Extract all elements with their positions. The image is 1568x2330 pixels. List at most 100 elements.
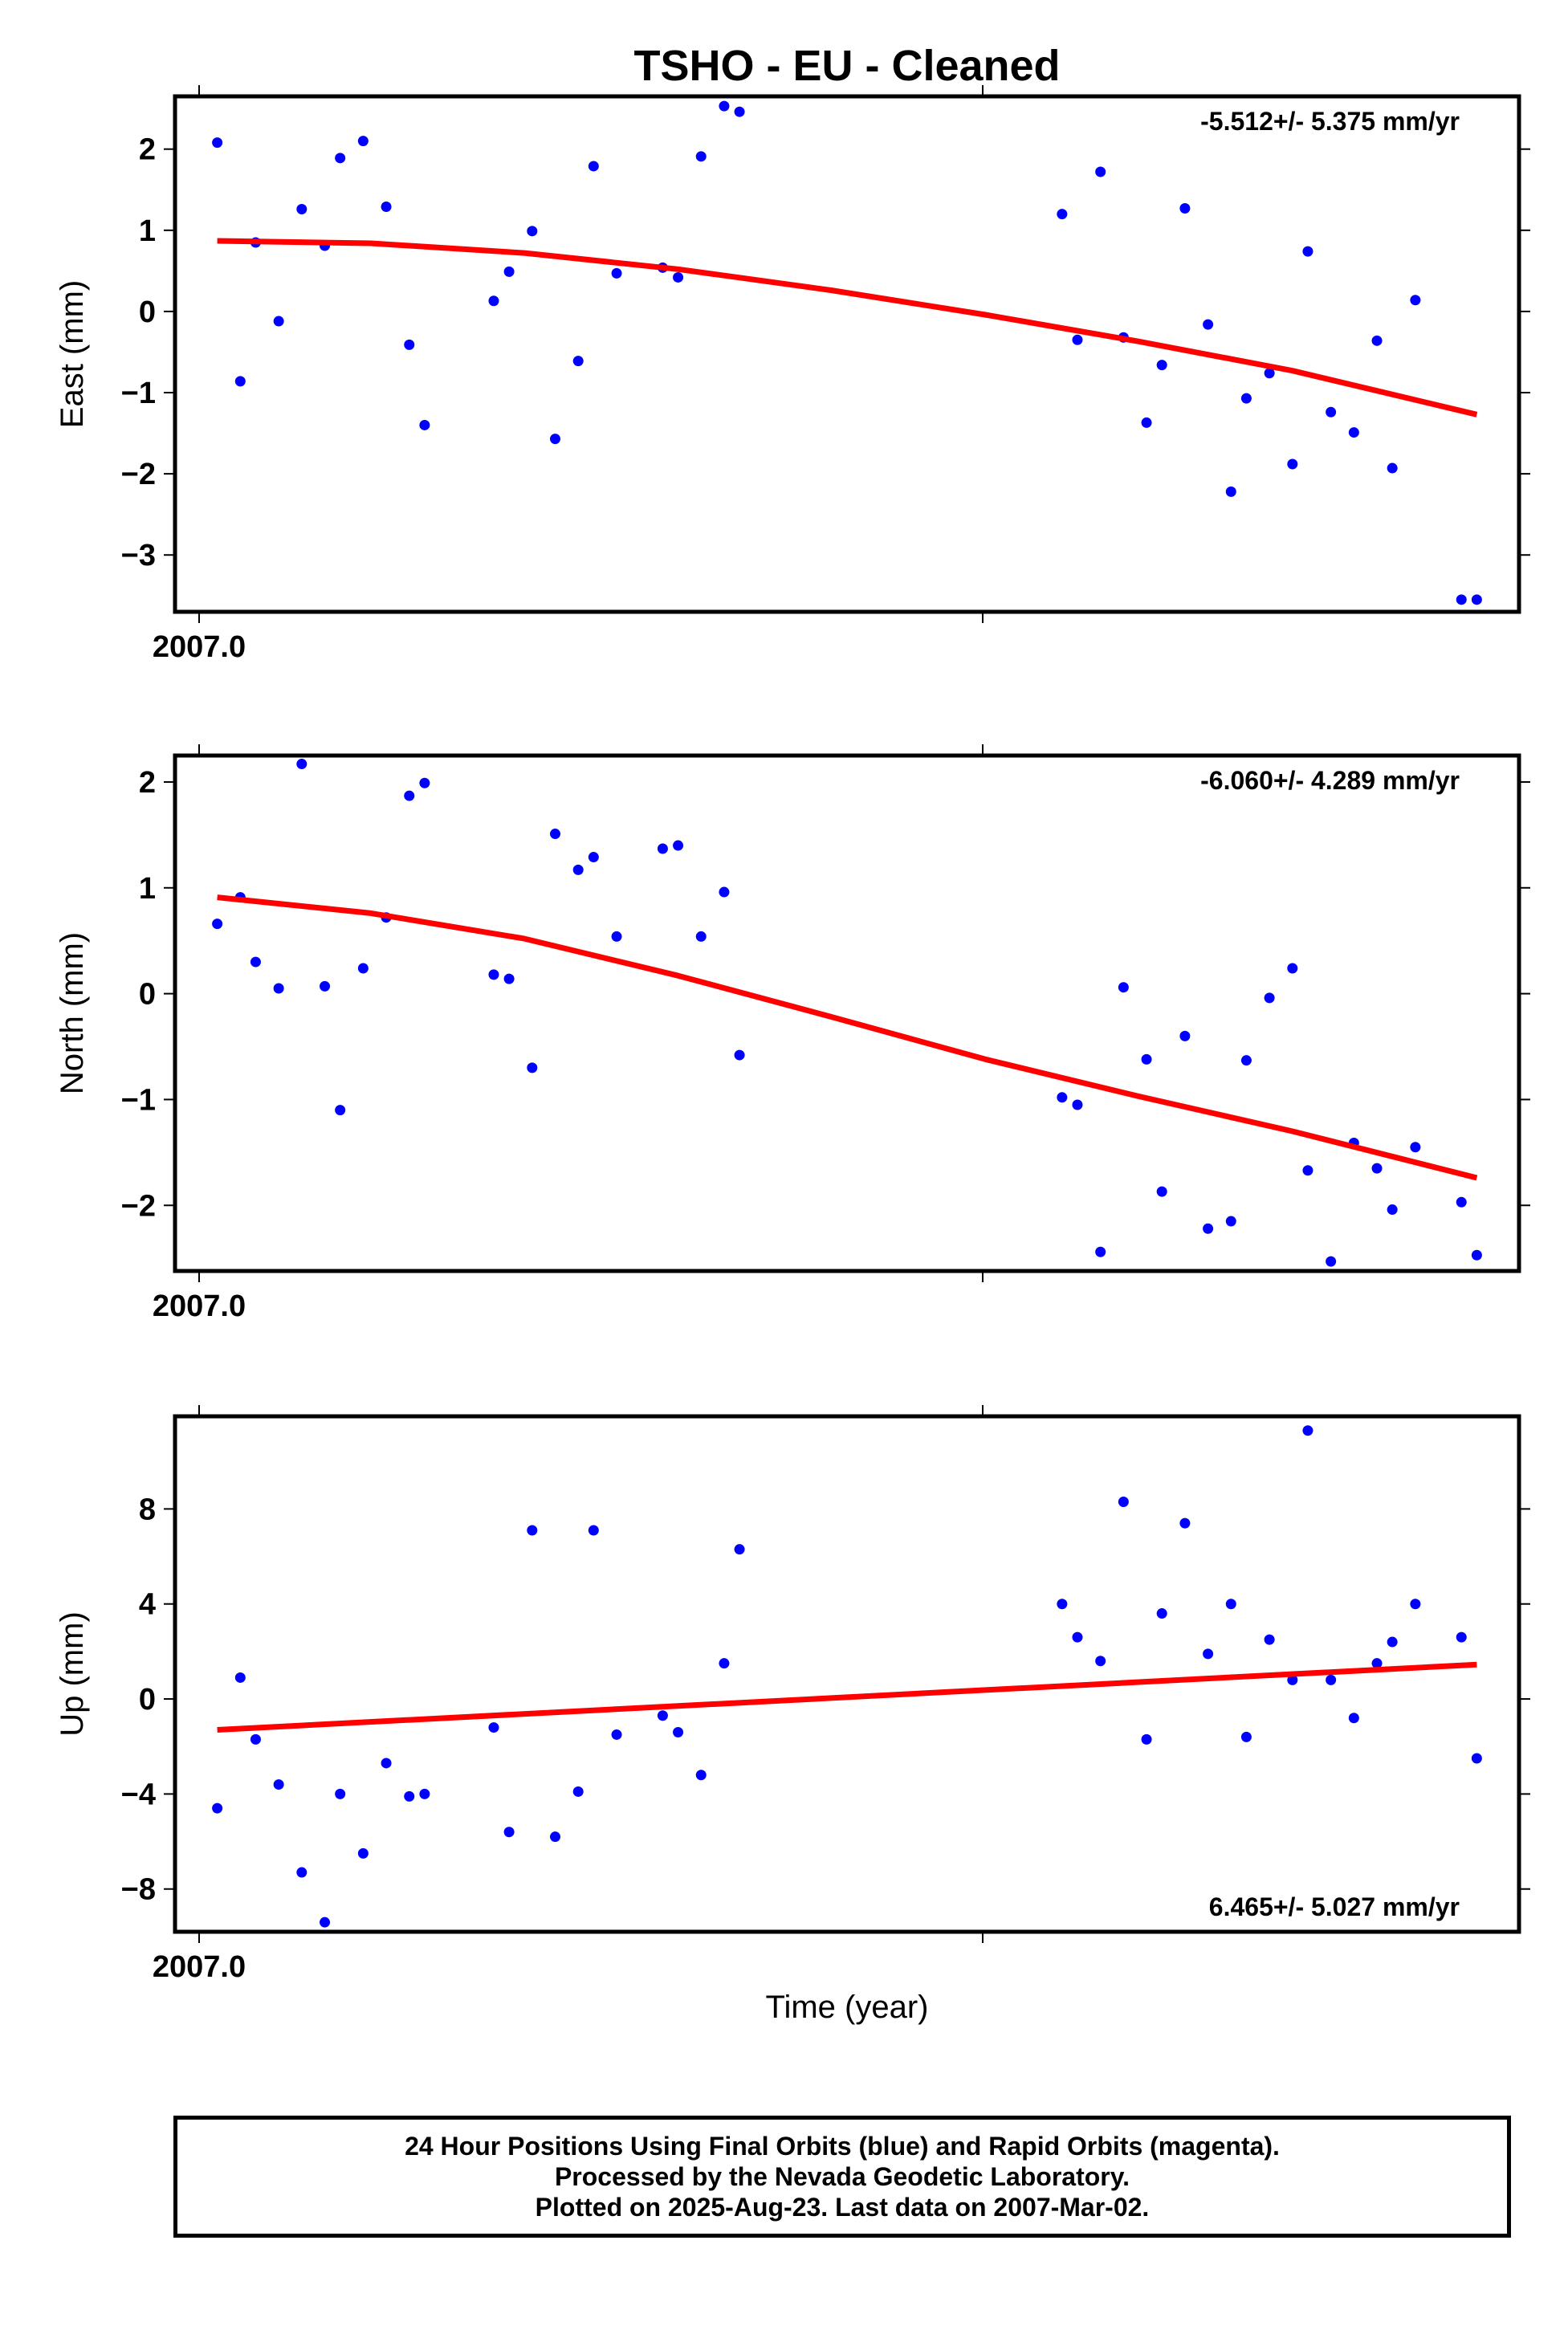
data-point bbox=[273, 316, 284, 327]
data-points bbox=[212, 1425, 1482, 1928]
y-tick-label: −3 bbox=[121, 539, 156, 572]
data-point bbox=[734, 106, 745, 117]
data-point bbox=[1348, 427, 1359, 438]
data-point bbox=[719, 1658, 730, 1669]
data-point bbox=[1203, 1223, 1214, 1234]
data-points bbox=[212, 759, 1482, 1267]
data-point bbox=[488, 1722, 499, 1733]
data-point bbox=[673, 840, 684, 851]
data-point bbox=[1141, 1733, 1152, 1745]
data-point bbox=[695, 151, 707, 162]
footer-line-dates: Plotted on 2025-Aug-23. Last data on 200… bbox=[535, 2193, 1150, 2222]
y-tick-label: −4 bbox=[121, 1778, 156, 1811]
y-axis-label: East (mm) bbox=[55, 280, 90, 428]
data-point bbox=[1456, 594, 1467, 605]
data-point bbox=[550, 434, 561, 445]
data-point bbox=[1302, 246, 1313, 257]
data-point bbox=[503, 266, 515, 277]
data-point bbox=[404, 339, 415, 350]
data-point bbox=[1326, 1674, 1337, 1685]
data-point bbox=[1371, 1658, 1383, 1669]
data-point bbox=[657, 843, 668, 854]
data-point bbox=[1471, 594, 1482, 605]
plot-frame bbox=[173, 94, 1521, 614]
trend-fit-line bbox=[217, 1661, 1477, 1733]
data-point bbox=[588, 852, 599, 863]
data-point bbox=[1287, 458, 1298, 470]
data-point bbox=[1387, 462, 1398, 474]
data-point bbox=[1240, 393, 1252, 404]
y-tick-label: 0 bbox=[139, 295, 156, 329]
data-point bbox=[296, 759, 307, 770]
y-tick-label: −2 bbox=[121, 1189, 156, 1223]
data-point bbox=[1156, 1186, 1167, 1197]
x-tick-label: 2007.0 bbox=[153, 1289, 246, 1323]
data-point bbox=[673, 1726, 684, 1737]
velocity-annotation: -5.512+/- 5.375 mm/yr bbox=[1200, 107, 1460, 136]
data-point bbox=[273, 1779, 284, 1790]
data-point bbox=[1203, 319, 1214, 330]
x-axis-label: Time (year) bbox=[766, 1990, 929, 2025]
panel-north: 2007.0 2 1 0 −1 −2 North (mm) -6.060+/- 4.289 m… bbox=[55, 744, 1530, 1323]
y-tick-label: 2 bbox=[139, 133, 156, 167]
y-tick-label: −2 bbox=[121, 458, 156, 491]
data-point bbox=[404, 790, 415, 801]
data-point bbox=[335, 153, 346, 164]
data-point bbox=[1410, 295, 1421, 306]
data-point bbox=[1410, 1599, 1421, 1610]
data-point bbox=[588, 1525, 599, 1536]
data-point bbox=[320, 1917, 331, 1928]
data-point bbox=[419, 1788, 430, 1799]
y-tick-label: 0 bbox=[139, 978, 156, 1012]
data-point bbox=[419, 777, 430, 788]
data-point bbox=[1410, 1142, 1421, 1153]
x-tick-label: 2007.0 bbox=[153, 630, 246, 664]
data-point bbox=[1225, 1216, 1236, 1227]
data-point bbox=[296, 1867, 307, 1878]
data-point bbox=[611, 267, 622, 279]
chart-title: TSHO - EU - Cleaned bbox=[633, 42, 1060, 90]
footer-line-orbits: 24 Hour Positions Using Final Orbits (bl… bbox=[405, 2132, 1280, 2161]
y-tick-label: −1 bbox=[121, 1083, 156, 1117]
data-point bbox=[572, 1786, 584, 1797]
data-point bbox=[1118, 982, 1129, 993]
data-point bbox=[1072, 1099, 1083, 1110]
data-point bbox=[1057, 1599, 1068, 1610]
data-point bbox=[1240, 1055, 1252, 1066]
data-point bbox=[1095, 166, 1106, 177]
y-tick-label: 0 bbox=[139, 1683, 156, 1717]
data-point bbox=[588, 161, 599, 172]
data-point bbox=[381, 1758, 392, 1769]
y-tick-label: 8 bbox=[139, 1493, 156, 1526]
data-point bbox=[1057, 1092, 1068, 1103]
panel-east: TSHO - EU - Cleaned 2007.0 2 1 0 −1 −2 −3 East (… bbox=[55, 42, 1530, 664]
data-point bbox=[1072, 1631, 1083, 1643]
data-point bbox=[503, 1827, 515, 1838]
data-point bbox=[719, 100, 730, 112]
data-point bbox=[1302, 1425, 1313, 1436]
data-point bbox=[273, 983, 284, 994]
data-point bbox=[234, 1672, 246, 1683]
y-tick-label: 1 bbox=[139, 872, 156, 906]
data-point bbox=[357, 136, 369, 147]
data-point bbox=[357, 963, 369, 974]
data-point bbox=[695, 931, 707, 942]
y-tick-label: 2 bbox=[139, 766, 156, 800]
y-tick-label: 4 bbox=[139, 1588, 156, 1622]
data-point bbox=[611, 1729, 622, 1740]
data-point bbox=[673, 271, 684, 283]
data-point bbox=[212, 1802, 223, 1814]
data-point bbox=[657, 1710, 668, 1721]
data-point bbox=[611, 931, 622, 942]
data-point bbox=[1287, 1674, 1298, 1685]
data-point bbox=[1348, 1713, 1359, 1724]
data-point bbox=[1302, 1165, 1313, 1176]
y-axis-label: North (mm) bbox=[55, 932, 90, 1094]
data-point bbox=[212, 919, 223, 930]
data-point bbox=[250, 1733, 261, 1745]
data-point bbox=[250, 956, 261, 967]
data-point bbox=[1456, 1196, 1467, 1208]
data-point bbox=[320, 980, 331, 992]
data-point bbox=[527, 1525, 538, 1536]
